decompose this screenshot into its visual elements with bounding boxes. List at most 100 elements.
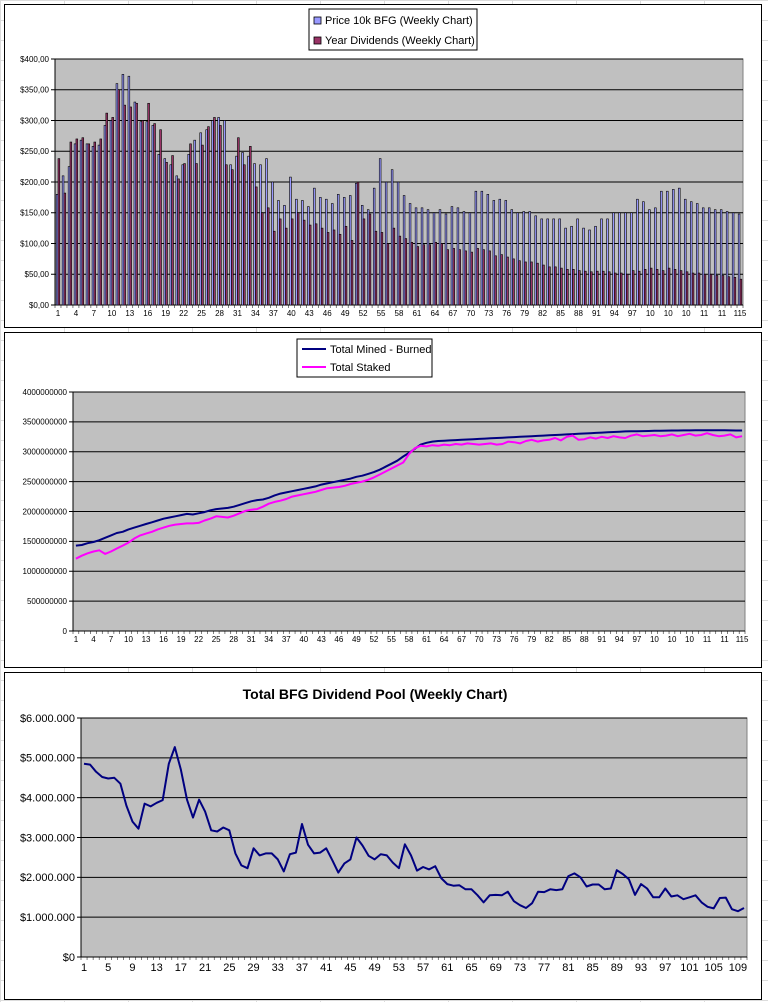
plot-area: 0 500000000 1000000000 1500000000 2000000000… (23, 388, 750, 644)
x-tick-label: 33 (272, 962, 284, 974)
x-tick-label: 10 (107, 309, 116, 318)
x-tick-label: 94 (610, 309, 619, 318)
bar-price (570, 225, 573, 306)
x-tick-label: 10 (668, 635, 677, 644)
y-tick-label: 1500000000 (23, 537, 68, 546)
bar-price (480, 190, 484, 306)
bar-dividends (398, 235, 402, 306)
bar-price (672, 189, 675, 306)
bar-price (558, 218, 561, 306)
bar-price (546, 218, 549, 306)
bar-price (600, 218, 603, 306)
plot-area: $0,00 $50,00 $100,00 $150,00 $200,00 $250,00 $… (20, 55, 747, 318)
bar-dividends (338, 233, 342, 306)
bar-dividends (87, 143, 90, 306)
legend-label-staked: Total Staked (330, 362, 391, 374)
bar-dividends (530, 261, 533, 306)
y-tick-label: $200,00 (20, 178, 49, 187)
bar-dividends (356, 181, 360, 306)
bar-dividends (691, 272, 695, 306)
x-tick-label: 105 (705, 962, 723, 974)
bar-dividends (410, 241, 414, 306)
bar-dividends (434, 241, 437, 306)
y-tick-label: $4.000.000 (20, 793, 75, 805)
x-tick-label: 10 (685, 635, 694, 644)
x-tick-label: 46 (323, 309, 332, 318)
bar-dividends (99, 138, 102, 306)
mined-staked-chart-panel[interactable]: Total Mined - Burned Total Staked 0 50000… (4, 332, 762, 668)
price-dividends-chart-panel[interactable]: Price 10k BFG (Weekly Chart) Year Divide… (4, 4, 762, 328)
x-tick-label: 70 (475, 635, 484, 644)
x-tick-label: 37 (282, 635, 291, 644)
x-tick-label: 65 (465, 962, 477, 974)
bar-price (534, 215, 537, 306)
bar-dividends (213, 117, 216, 306)
x-tick-label: 10 (664, 309, 673, 318)
x-tick-label: 17 (175, 962, 187, 974)
bar-price (642, 201, 645, 306)
plot-area: $0 $1.000.000 $2.000.000 $3.000.000 $4.000.0… (20, 713, 748, 974)
bar-dividends (75, 138, 79, 306)
bar-price (516, 212, 519, 306)
bar-dividends (721, 275, 725, 306)
x-tick-label: 101 (680, 962, 698, 974)
bar-price (666, 190, 669, 306)
y-tick-label: $50,00 (25, 270, 50, 279)
bar-dividends (165, 162, 168, 306)
bar-dividends (183, 163, 186, 306)
bar-dividends (566, 269, 569, 306)
bar-dividends (643, 269, 647, 306)
bar-dividends (344, 225, 348, 306)
bar-dividends (332, 229, 336, 306)
x-tick-label: 16 (143, 309, 152, 318)
y-tick-label: $300,00 (20, 116, 49, 125)
x-tick-label: 61 (422, 635, 431, 644)
x-tick-label: 58 (405, 635, 414, 644)
bar-dividends (81, 137, 85, 306)
y-tick-label: $2.000.000 (20, 872, 75, 884)
bar-price (690, 201, 693, 306)
x-tick-label: 1 (74, 635, 79, 644)
bar-dividends (476, 248, 479, 306)
bar-dividends (195, 163, 198, 306)
series-line-1 (75, 432, 743, 560)
bar-dividends (255, 186, 258, 306)
x-tick-label: 88 (580, 635, 589, 644)
bar-dividends (590, 271, 593, 306)
x-tick-label: 69 (490, 962, 502, 974)
dividend-pool-chart-panel[interactable]: Total BFG Dividend Pool (Weekly Chart) $… (4, 672, 762, 1000)
bar-price (678, 187, 681, 306)
bar-dividends (159, 129, 162, 306)
bar-dividends (326, 232, 330, 306)
x-tick-label: 97 (632, 635, 641, 644)
x-tick-label: 13 (125, 309, 134, 318)
y-tick-label: 2000000000 (23, 507, 68, 516)
bar-dividends (488, 250, 491, 306)
x-tick-label: 1 (56, 309, 61, 318)
bar-dividends (57, 158, 61, 306)
y-tick-label: 4000000000 (23, 388, 68, 397)
x-tick-label: 43 (317, 635, 326, 644)
bar-price (708, 207, 711, 306)
bar-price (702, 207, 705, 306)
bar-dividends (715, 275, 719, 306)
x-tick-label: 11 (720, 635, 729, 644)
bar-price (737, 213, 741, 306)
x-tick-label: 45 (344, 962, 356, 974)
y-tick-label: 0 (63, 627, 68, 636)
bar-dividends (685, 271, 689, 306)
bar-dividends (458, 249, 461, 306)
bar-price (552, 218, 555, 306)
x-tick-label: 22 (179, 309, 188, 318)
bar-dividends (171, 155, 174, 306)
bar-dividends (584, 270, 587, 306)
x-tick-label: 52 (369, 635, 378, 644)
x-tick-label: 11 (703, 635, 712, 644)
x-tick-label: 93 (635, 962, 647, 974)
x-tick-label: 64 (440, 635, 449, 644)
bar-dividends (296, 212, 300, 306)
x-tick-label: 73 (492, 635, 501, 644)
bar-dividends (673, 269, 677, 306)
x-tick-label: 73 (484, 309, 493, 318)
bar-price (594, 225, 597, 306)
